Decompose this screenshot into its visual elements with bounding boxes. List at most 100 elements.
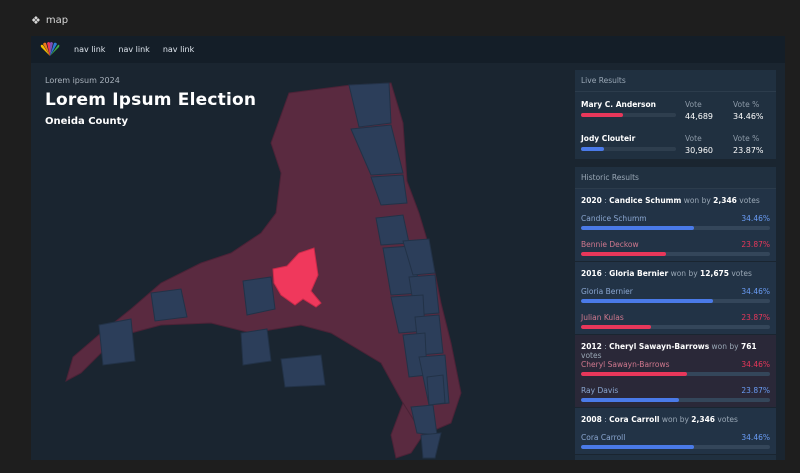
county-blue-se1[interactable] [426,374,446,406]
candidate-name: Julian Kulas [581,313,624,322]
race-winner: Cora Carroll [609,415,660,424]
won-by-label: won by [709,342,741,351]
candidate-name: Candice Schumm [581,214,647,223]
won-by-label: won by [659,415,692,424]
vote-pct: 34.46% [733,112,764,121]
map-area: Lorem ipsum 2024 Lorem Ipsum Election On… [31,63,571,460]
historic-results-list: 2020 : Candice Schumm won by 2,346 votes… [575,189,776,455]
race-margin: 761 [740,342,757,351]
main-content: Lorem ipsum 2024 Lorem Ipsum Election On… [31,63,785,460]
votes-label: votes [715,415,738,424]
window-title: ❖ map [31,14,68,27]
historic-race-card[interactable]: 2008 : Cora Carroll won by 2,346 votes Co… [575,408,776,455]
historic-race-card[interactable]: 2012 : Cheryl Sawayn-Barrows won by 761 … [575,335,776,408]
race-separator: : [601,342,610,351]
candidate-row: Cora Carroll 34.46% [581,428,770,454]
historic-race-card[interactable]: 2020 : Candice Schumm won by 2,346 votes… [575,189,776,262]
race-separator: : [601,269,610,278]
candidate-row: Ray Davis 23.87% [581,381,770,407]
nav-link-2[interactable]: nav link [118,45,150,54]
vote-share-bar [581,147,676,151]
race-year: 2016 [581,269,602,278]
county-blue-center3[interactable] [240,328,272,366]
vote-label: Vote [685,100,702,109]
race-title: 2008 : Cora Carroll won by 2,346 votes [581,408,770,428]
candidate-name: Jody Clouteir [581,134,636,143]
blue-counties [98,82,450,459]
county-blue-west1[interactable] [98,318,136,366]
vote-share-bar [581,325,770,329]
vote-count: 30,960 [685,146,713,155]
page-title: Lorem Ipsum Election [45,90,257,110]
candidate-pct: 34.46% [741,287,770,296]
candidate-pct: 23.87% [741,240,770,249]
votes-label: votes [581,351,602,360]
candidate-pct: 34.46% [741,360,770,369]
vote-pct-label: Vote % [733,134,760,143]
candidate-row: Bennie Deckow 23.87% [581,235,770,261]
candidate-name: Cheryl Sawayn-Barrows [581,360,670,369]
vote-share-bar [581,445,770,449]
vote-label: Vote [685,134,702,143]
race-margin: 2,346 [691,415,716,424]
candidate-row: Gloria Bernier 34.46% [581,282,770,308]
nav-link-3[interactable]: nav link [162,45,195,54]
candidate-name: Ray Davis [581,386,619,395]
race-winner: Cheryl Sawayn-Barrows [609,342,710,351]
county-blue-se3[interactable] [420,432,442,459]
county-blue-center4[interactable] [280,354,326,388]
historic-results-heading: Historic Results [575,167,776,189]
candidate-pct: 23.87% [741,386,770,395]
live-results-heading: Live Results [575,70,776,92]
race-title: 2016 : Gloria Bernier won by 12,675 vote… [581,262,770,282]
historic-race-card[interactable]: 2016 : Gloria Bernier won by 12,675 vote… [575,262,776,335]
votes-label: votes [736,196,760,205]
county-map [65,82,462,459]
historic-results-panel: Historic Results 2020 : Candice Schumm w… [575,167,776,460]
race-margin: 2,346 [713,196,737,205]
county-blue-center1[interactable] [242,276,276,316]
vote-share-bar [581,226,770,230]
race-title: 2020 : Candice Schumm won by 2,346 votes [581,189,770,209]
window-title-text: map [45,15,69,26]
vote-share-fill [581,398,680,402]
county-blue-north[interactable] [348,82,392,128]
vote-share-fill [581,113,624,117]
race-year: 2020 [581,196,602,205]
race-margin: 12,675 [700,269,729,278]
vote-count: 44,689 [685,112,713,121]
live-candidate-row[interactable]: Jody Clouteir Vote 30,960 Vote % 23.87% [581,126,770,160]
votes-label: votes [728,269,752,278]
vote-share-fill [581,226,695,230]
candidate-name: Mary C. Anderson [581,100,656,109]
vote-share-fill [581,252,667,256]
vote-share-fill [581,299,714,303]
county-oneida-highlight[interactable] [272,247,322,308]
peacock-logo[interactable] [38,42,62,57]
county-blue-east3[interactable] [402,238,436,276]
vote-share-fill [581,445,695,449]
won-by-label: won by [681,196,714,205]
candidate-row: Julian Kulas 23.87% [581,308,770,334]
nav-link-1[interactable]: nav link [74,45,106,54]
race-year: 2012 [581,342,602,351]
county-blue-ne2[interactable] [370,174,408,206]
race-title: 2012 : Cheryl Sawayn-Barrows won by 761 … [581,335,770,360]
candidate-pct: 34.46% [741,214,770,223]
county-name: Oneida County [45,116,128,127]
vote-share-fill [581,372,687,376]
race-year: 2008 [581,415,602,424]
candidate-pct: 34.46% [741,433,770,442]
county-blue-center2[interactable] [150,288,188,322]
race-separator: : [601,415,610,424]
app-frame: nav link nav link nav link [31,36,785,460]
vote-share-fill [581,147,604,151]
vote-share-bar [581,372,770,376]
candidate-pct: 23.87% [741,313,770,322]
state-red-region[interactable] [65,82,462,436]
live-candidate-row[interactable]: Mary C. Anderson Vote 44,689 Vote % 34.4… [581,92,770,126]
county-blue-ne1[interactable] [350,124,404,176]
race-winner: Candice Schumm [609,196,682,205]
vote-share-fill [581,325,651,329]
vote-pct-label: Vote % [733,100,760,109]
